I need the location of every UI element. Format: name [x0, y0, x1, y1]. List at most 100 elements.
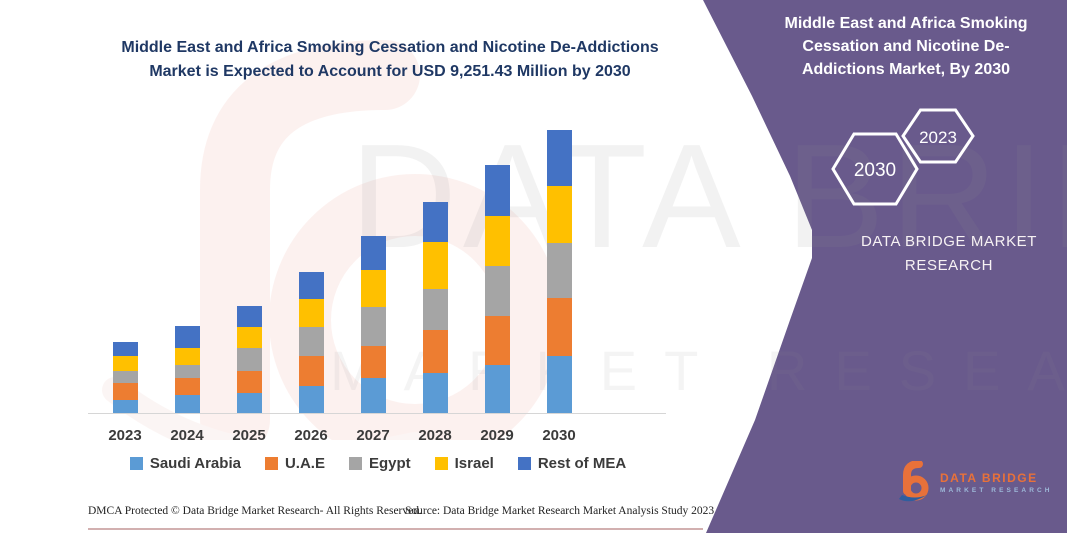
hexagon-2023-label: 2023 [919, 128, 957, 147]
bar-segment-u-a-e [422, 329, 448, 373]
bar-column-2024 [156, 128, 218, 413]
legend-item-u-a-e: U.A.E [264, 455, 325, 472]
legend-label: Israel [454, 455, 494, 472]
company-logo-subtitle: MARKET RESEARCH [940, 486, 1053, 494]
bar-segment-u-a-e [112, 382, 138, 400]
bar-segment-rest-of-mea [484, 165, 510, 216]
bar-stack [360, 235, 386, 413]
bar-column-2026 [280, 128, 342, 413]
bar-segment-saudi-arabia [484, 364, 510, 413]
legend-swatch-icon [434, 457, 448, 470]
bar-segment-israel [484, 215, 510, 267]
bar-segment-egypt [484, 266, 510, 317]
bar-segment-israel [112, 355, 138, 371]
bar-segment-saudi-arabia [422, 372, 448, 413]
x-axis-label-2029: 2029 [480, 427, 514, 444]
bar-segment-israel [422, 242, 448, 290]
bar-stack [236, 306, 262, 413]
brand-name-line2: RESEARCH [904, 257, 994, 274]
legend-swatch-icon [517, 457, 531, 470]
legend-item-saudi-arabia: Saudi Arabia [129, 455, 241, 472]
bar-segment-egypt [422, 289, 448, 330]
bar-segment-saudi-arabia [360, 377, 386, 413]
bar-column-2027 [342, 128, 404, 413]
bar-segment-saudi-arabia [174, 394, 200, 413]
bar-segment-rest-of-mea [236, 306, 262, 328]
bar-segment-israel [298, 299, 324, 328]
chart-title: Middle East and Africa Smoking Cessation… [90, 36, 690, 84]
company-logo-b-icon [899, 461, 929, 502]
legend-label: U.A.E [284, 455, 325, 472]
bar-segment-saudi-arabia [236, 392, 262, 413]
bar-column-2023 [94, 128, 156, 413]
bar-segment-egypt [298, 327, 324, 356]
bar-segment-egypt [236, 347, 262, 371]
bar-column-2029 [466, 128, 528, 413]
bar-column-2028 [404, 128, 466, 413]
bar-segment-israel [546, 185, 572, 243]
x-axis-label-2030: 2030 [542, 427, 576, 444]
legend-label: Rest of MEA [537, 455, 627, 472]
bar-stack [298, 272, 324, 413]
legend-item-israel: Israel [434, 455, 494, 472]
bar-column-2030 [528, 128, 590, 413]
side-panel-title: Middle East and Africa Smoking Cessation… [784, 15, 1028, 79]
chart-title-line2: Market is Expected to Account for USD 9,… [149, 63, 631, 80]
hexagon-2023-icon [901, 108, 975, 164]
legend-item-rest-of-mea: Rest of MEA [517, 455, 627, 472]
bar-segment-rest-of-mea [360, 235, 386, 271]
bar-segment-saudi-arabia [546, 355, 572, 413]
bar-segment-rest-of-mea [174, 325, 200, 348]
bar-stack [422, 201, 448, 413]
bar-segment-u-a-e [546, 298, 572, 356]
bar-segment-israel [236, 327, 262, 348]
chart-title-line1: Middle East and Africa Smoking Cessation… [121, 39, 659, 56]
bar-segment-israel [360, 270, 386, 308]
x-axis-labels: 2023 2024 2025 2026 2027 2028 2029 2030 [94, 427, 590, 444]
x-axis-label-2027: 2027 [356, 427, 390, 444]
x-axis-label-2025: 2025 [232, 427, 266, 444]
bar-segment-egypt [546, 242, 572, 299]
bar-segment-u-a-e [298, 355, 324, 386]
bar-segment-u-a-e [484, 316, 510, 365]
company-logo-text: DATA BRIDGE MARKET RESEARCH [940, 471, 1053, 494]
stacked-bar-chart [94, 128, 590, 413]
bar-stack [546, 130, 572, 413]
bar-segment-u-a-e [174, 377, 200, 395]
bar-segment-u-a-e [360, 345, 386, 378]
legend-swatch-icon [264, 457, 278, 470]
bar-segment-u-a-e [236, 370, 262, 393]
bar-stack [174, 325, 200, 413]
bar-column-2025 [218, 128, 280, 413]
dmca-notice: DMCA Protected © Data Bridge Market Rese… [88, 505, 422, 517]
bar-segment-rest-of-mea [422, 201, 448, 243]
x-axis-label-2024: 2024 [170, 427, 204, 444]
bottom-divider [88, 528, 703, 530]
bar-segment-rest-of-mea [546, 130, 572, 186]
x-axis-label-2028: 2028 [418, 427, 452, 444]
hexagon-2030-icon [831, 132, 919, 206]
bar-segment-egypt [112, 370, 138, 383]
brand-name: DATA BRIDGE MARKET RESEARCH [843, 230, 1055, 278]
year-hexagons: 2030 2023 [831, 108, 975, 206]
hexagon-2030-label: 2030 [854, 160, 896, 181]
legend-swatch-icon [129, 457, 143, 470]
brand-name-line1: DATA BRIDGE MARKET [860, 233, 1038, 250]
bar-segment-rest-of-mea [112, 342, 138, 356]
bar-stack [484, 165, 510, 413]
bar-segment-israel [174, 347, 200, 365]
legend-swatch-icon [348, 457, 362, 470]
company-logo: DATA BRIDGE MARKET RESEARCH [897, 461, 1053, 503]
bar-segment-rest-of-mea [298, 272, 324, 300]
bar-stack [112, 342, 138, 413]
bar-segment-egypt [174, 364, 200, 378]
legend-label: Saudi Arabia [149, 455, 241, 472]
x-axis-line [88, 413, 666, 414]
chart-legend: Saudi Arabia U.A.E Egypt Israel Rest of MEA [88, 455, 668, 472]
legend-item-egypt: Egypt [348, 455, 411, 472]
x-axis-label-2026: 2026 [294, 427, 328, 444]
source-note: Source: Data Bridge Market Research Mark… [405, 505, 715, 517]
bar-segment-saudi-arabia [298, 385, 324, 413]
x-axis-label-2023: 2023 [108, 427, 142, 444]
legend-label: Egypt [368, 455, 411, 472]
